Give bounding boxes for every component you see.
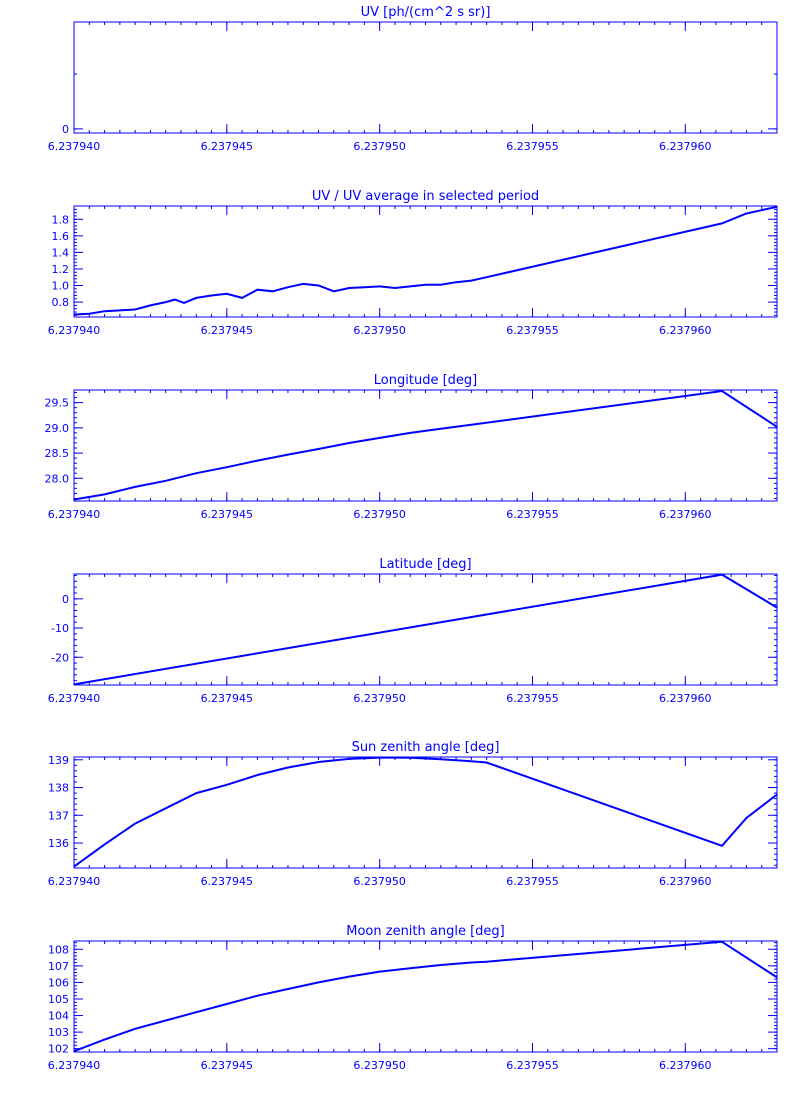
- y-tick-label: 138: [48, 782, 69, 795]
- y-tick-label: 1.4: [52, 246, 70, 259]
- chart-panel-1: UV [ph/(cm^2 s sr)] 6.237940 6.237945 6.237…: [48, 5, 778, 153]
- x-tick-label: 6.237945: [201, 324, 254, 337]
- y-tick-label: 28.0: [45, 472, 70, 485]
- chart-title: Longitude [deg]: [374, 373, 477, 388]
- chart-panel-2: UV / UV average in selected period 6.2379…: [48, 189, 778, 337]
- x-tick-label: 6.237940: [48, 508, 101, 521]
- x-tick-label: 6.237955: [506, 140, 559, 153]
- x-tick-label: 6.237955: [506, 1059, 559, 1072]
- y-tick-label: 103: [48, 1026, 69, 1039]
- plot-frame: [73, 389, 778, 502]
- y-tick-label: 139: [48, 754, 69, 767]
- y-tick-label: 1.8: [52, 213, 70, 226]
- x-tick-label: 6.237960: [659, 508, 712, 521]
- chart-panel-4: Latitude [deg] 6.237940 6.237945 6.237950 6.…: [48, 557, 778, 705]
- y-tick-label: -20: [51, 651, 69, 664]
- chart-title: Latitude [deg]: [379, 557, 471, 572]
- series-line-1: [73, 389, 778, 501]
- y-tick-label: 107: [48, 960, 69, 973]
- x-tick-label: 6.237945: [201, 875, 254, 888]
- y-tick-label: 108: [48, 943, 69, 956]
- y-tick-label: 106: [48, 976, 69, 989]
- x-tick-label: 6.237940: [48, 692, 101, 705]
- y-tick-label: 0: [62, 123, 69, 136]
- y-tick-label: 28.5: [45, 447, 70, 460]
- x-tick-label: 6.237945: [201, 1059, 254, 1072]
- x-tick-label: 6.237940: [48, 140, 101, 153]
- x-tick-label: 6.237960: [659, 875, 712, 888]
- x-tick-label: 6.237955: [506, 508, 559, 521]
- y-tick-label: 1.6: [52, 230, 70, 243]
- plot-frame: [73, 756, 778, 869]
- y-tick-label: 104: [48, 1010, 69, 1023]
- y-tick-label: 29.5: [45, 397, 70, 410]
- x-tick-label: 6.237945: [201, 140, 254, 153]
- chart-title: Moon zenith angle [deg]: [346, 924, 504, 939]
- x-tick-label: 6.237940: [48, 1059, 101, 1072]
- chart-panel-3: Longitude [deg] 6.237940 6.237945 6.237950 6…: [45, 373, 778, 521]
- series-line-1: [73, 756, 778, 868]
- series-line-1: [73, 205, 778, 316]
- x-tick-label: 6.237950: [353, 875, 406, 888]
- x-tick-label: 6.237960: [659, 692, 712, 705]
- y-tick-label: 1.2: [52, 263, 70, 276]
- series-line-1: [73, 573, 778, 686]
- x-tick-label: 6.237955: [506, 324, 559, 337]
- x-tick-label: 6.237960: [659, 140, 712, 153]
- chart-title: Sun zenith angle [deg]: [352, 740, 500, 755]
- y-tick-label: 137: [48, 809, 69, 822]
- x-tick-label: 6.237955: [506, 875, 559, 888]
- x-tick-label: 6.237950: [353, 1059, 406, 1072]
- y-tick-label: -10: [51, 622, 69, 635]
- y-tick-label: 0.8: [52, 296, 70, 309]
- x-tick-label: 6.237940: [48, 324, 101, 337]
- chart-title: UV [ph/(cm^2 s sr)]: [361, 5, 491, 20]
- x-tick-label: 6.237950: [353, 508, 406, 521]
- plot-frame: [73, 940, 778, 1053]
- x-tick-label: 6.237955: [506, 692, 559, 705]
- chart-panel-5: Sun zenith angle [deg] 6.237940 6.237945 6.…: [48, 740, 778, 888]
- x-tick-label: 6.237945: [201, 692, 254, 705]
- y-tick-label: 105: [48, 993, 69, 1006]
- x-tick-label: 6.237960: [659, 1059, 712, 1072]
- x-tick-label: 6.237940: [48, 875, 101, 888]
- y-tick-label: 1.0: [52, 280, 70, 293]
- x-tick-label: 6.237945: [201, 508, 254, 521]
- y-tick-label: 136: [48, 837, 69, 850]
- plot-frame: [73, 573, 778, 686]
- y-tick-label: 0: [62, 593, 69, 606]
- x-tick-label: 6.237950: [353, 140, 406, 153]
- y-tick-label: 29.0: [45, 422, 70, 435]
- y-tick-label: 102: [48, 1043, 69, 1056]
- x-tick-label: 6.237960: [659, 324, 712, 337]
- series-line-1: [73, 940, 778, 1053]
- chart-panel-6: Moon zenith angle [deg] 6.237940 6.237945 6…: [48, 924, 778, 1072]
- plot-frame: [73, 21, 778, 134]
- x-tick-label: 6.237950: [353, 324, 406, 337]
- x-tick-label: 6.237950: [353, 692, 406, 705]
- chart-title: UV / UV average in selected period: [312, 189, 539, 204]
